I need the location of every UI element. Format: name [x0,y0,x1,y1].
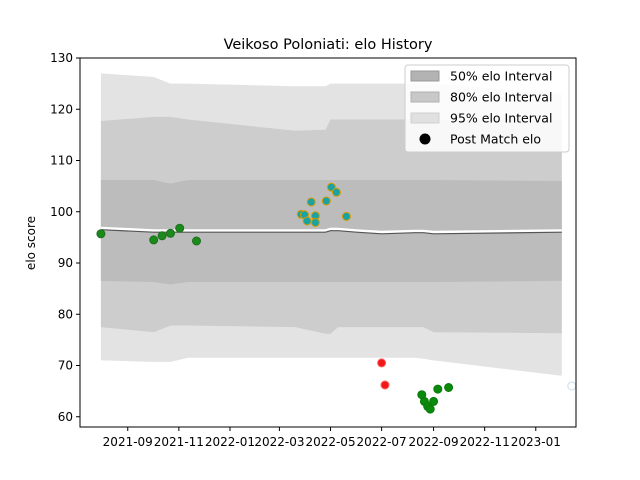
legend-marker-post-match [419,133,431,145]
x-tick-label-2021-11: 2021-11 [154,435,204,449]
x-tick-label-2022-11: 2022-11 [460,435,510,449]
x-tick-label-2022-05: 2022-05 [305,435,355,449]
plot-frame [79,57,577,428]
y-tick-label-80: 80 [58,307,73,321]
data-point-1-8 [331,187,341,197]
x-tick-label-2023-01: 2023-01 [511,435,561,449]
y-tick-label-100: 100 [50,205,73,219]
y-tick-label-130: 130 [50,51,73,65]
data-point-0-4 [175,223,185,233]
y-tick-label-70: 70 [58,359,73,373]
data-point-4-0 [567,381,577,391]
data-point-1-5 [310,218,320,227]
data-point-0-0 [96,229,106,239]
y-tick-label-110: 110 [50,154,73,168]
y-tick-label-120: 120 [50,102,73,116]
x-tick-label-2022-01: 2022-01 [205,435,255,449]
legend-box [404,64,570,153]
data-point-3-5 [433,384,443,394]
x-tick-label-2022-07: 2022-07 [357,435,407,449]
data-point-0-3 [166,228,175,238]
y-axis: 60 70 80 90 100 110 120 130 [50,51,80,424]
legend-swatch-2 [410,112,440,124]
legend-label-2: 95% elo Interval [450,111,552,126]
chart-title: Veikoso Poloniati: elo History [224,37,433,53]
legend-label-3: Post Match elo [450,132,541,147]
legend-label-0: 50% elo Interval [450,69,552,84]
data-point-3-6 [444,383,454,392]
legend-swatch-0 [410,70,440,82]
band-50-interval [100,180,562,285]
data-point-1-6 [321,196,331,206]
data-point-0-5 [192,236,201,246]
data-points [96,182,577,414]
data-point-1-9 [341,211,351,221]
data-point-2-1 [380,380,390,390]
data-point-2-0 [377,358,387,368]
x-axis: 2021-09 2021-11 2022-01 2022-03 2022-05 2022-… [103,427,561,449]
data-point-1-3 [306,197,316,207]
legend: 50% elo Interval 80% elo Interval 95% elo … [404,64,570,153]
x-tick-label-2021-09: 2021-09 [103,435,153,449]
y-tick-label-90: 90 [58,256,73,270]
x-tick-label-2022-09: 2022-09 [408,435,458,449]
data-point-3-4 [429,396,439,406]
data-point-1-2 [302,216,312,226]
y-tick-label-60: 60 [58,410,73,424]
legend-swatch-1 [410,91,440,103]
data-point-0-2 [157,231,167,241]
data-point-0-1 [149,235,159,245]
legend-label-1: 80% elo Interval [450,90,552,105]
x-tick-label-2022-03: 2022-03 [254,435,304,449]
y-axis-label: elo score [24,216,38,270]
data-point-3-3 [425,404,435,414]
